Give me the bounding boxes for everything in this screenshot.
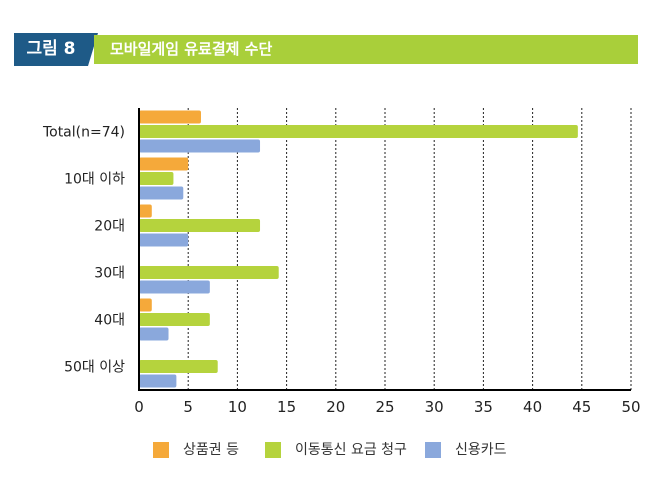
legend-label-0: 상품권 등	[183, 442, 239, 458]
bar-4-1	[139, 313, 210, 326]
bar-0-2	[139, 139, 261, 153]
legend-label-2: 신용카드	[455, 442, 507, 458]
legend-swatch-1	[265, 442, 281, 458]
x-tick-label-3: 15	[277, 398, 296, 416]
x-tick-label-5: 25	[375, 398, 394, 416]
bar-3-2	[139, 280, 210, 294]
bar-4-2	[139, 327, 169, 341]
x-tick-label-8: 40	[523, 398, 542, 416]
bar-1-1	[139, 172, 174, 185]
x-tick-label-1: 5	[183, 398, 193, 416]
category-label-5: 50대 이상	[64, 360, 125, 376]
legend-swatch-0	[153, 442, 169, 458]
x-tick-label-9: 45	[572, 398, 591, 416]
bar-2-1	[139, 219, 261, 232]
x-tick-label-6: 30	[425, 398, 444, 416]
x-tick-label-7: 35	[474, 398, 493, 416]
bar-2-0	[139, 204, 152, 218]
bar-2-2	[139, 233, 189, 247]
x-tick-label-4: 20	[326, 398, 345, 416]
category-label-4: 40대	[94, 313, 125, 329]
bar-5-1	[139, 360, 218, 373]
x-tick-label-10: 50	[621, 398, 640, 416]
figure-header: 그림 8 모바일게임 유료결제 수단	[14, 33, 638, 66]
bar-5-2	[139, 374, 177, 388]
figure-label-notch	[88, 33, 98, 66]
figure-label: 그림 8	[14, 33, 88, 66]
bar-1-2	[139, 186, 184, 200]
x-tick-label-0: 0	[134, 398, 144, 416]
bar-chart: Total(n=74) 10대 이하 20대 30대 40대 50대 이상 0 5 10 15 20…	[42, 108, 641, 416]
bar-3-1	[139, 266, 279, 279]
category-label-1: 10대 이하	[64, 172, 125, 188]
x-tick-label-2: 10	[228, 398, 247, 416]
chart-title: 모바일게임 유료결제 수단	[110, 40, 273, 58]
bar-1-0	[139, 157, 189, 171]
bar-0-0	[139, 110, 201, 124]
title-bar: 모바일게임 유료결제 수단	[94, 35, 638, 64]
category-label-0: Total(n=74)	[42, 125, 125, 141]
category-label-3: 30대	[94, 266, 125, 282]
legend: 상품권 등 이동통신 요금 청구 신용카드	[0, 437, 660, 463]
legend-label-1: 이동통신 요금 청구	[295, 442, 407, 458]
legend-swatch-2	[425, 442, 441, 458]
bar-4-0	[139, 298, 152, 312]
bar-0-1	[139, 125, 578, 138]
category-label-2: 20대	[94, 219, 125, 235]
